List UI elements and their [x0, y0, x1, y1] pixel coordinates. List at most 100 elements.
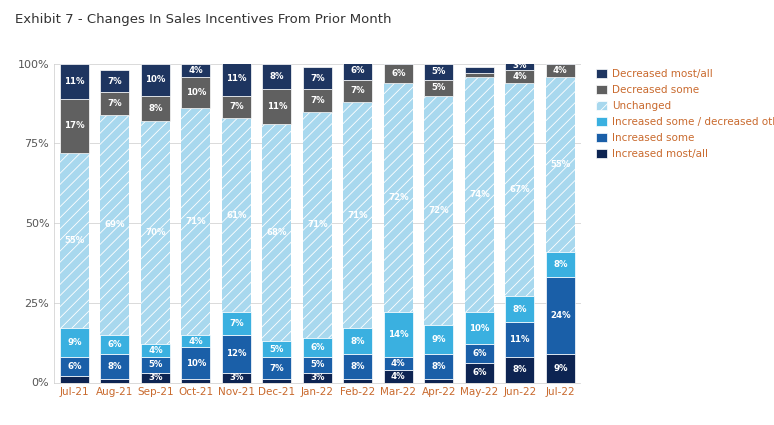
Bar — [141, 64, 170, 96]
Bar — [141, 344, 170, 357]
Bar — [101, 70, 129, 93]
Text: 11%: 11% — [266, 102, 287, 111]
Bar — [464, 312, 494, 344]
Text: 5%: 5% — [432, 83, 446, 92]
Bar — [60, 153, 89, 328]
Text: 7%: 7% — [108, 99, 122, 108]
Bar — [343, 328, 372, 354]
Legend: Decreased most/all, Decreased some, Unchanged, Increased some / decreased others: Decreased most/all, Decreased some, Unch… — [596, 69, 774, 159]
Text: 8%: 8% — [269, 72, 284, 81]
Text: 4%: 4% — [148, 346, 163, 355]
Bar — [424, 325, 454, 354]
Bar — [60, 357, 89, 376]
Text: 72%: 72% — [429, 206, 449, 215]
Text: 71%: 71% — [186, 217, 206, 226]
Bar — [505, 83, 534, 297]
Text: 70%: 70% — [146, 228, 166, 237]
Bar — [141, 357, 170, 373]
Text: 7%: 7% — [229, 102, 244, 111]
Text: 10%: 10% — [186, 359, 206, 368]
Text: 11%: 11% — [64, 77, 84, 86]
Bar — [181, 108, 211, 335]
Bar — [424, 380, 454, 383]
Bar — [464, 76, 494, 312]
Text: 9%: 9% — [67, 338, 82, 347]
Bar — [546, 252, 575, 278]
Text: 6%: 6% — [391, 69, 406, 78]
Text: 5%: 5% — [148, 360, 163, 369]
Bar — [464, 67, 494, 74]
Bar — [546, 278, 575, 354]
Text: 4%: 4% — [512, 72, 527, 81]
Bar — [60, 99, 89, 153]
Bar — [384, 83, 413, 312]
Text: 5%: 5% — [310, 360, 324, 369]
Text: 10%: 10% — [186, 88, 206, 97]
Bar — [222, 373, 251, 382]
Text: 3%: 3% — [148, 373, 163, 382]
Text: 7%: 7% — [310, 96, 324, 105]
Text: 7%: 7% — [310, 74, 324, 82]
Bar — [141, 121, 170, 344]
Bar — [464, 74, 494, 76]
Bar — [546, 354, 575, 382]
Bar — [303, 357, 332, 373]
Text: 8%: 8% — [512, 365, 527, 374]
Text: 6%: 6% — [67, 362, 82, 371]
Text: 14%: 14% — [388, 330, 409, 339]
Bar — [343, 80, 372, 102]
Bar — [384, 64, 413, 83]
Text: 24%: 24% — [550, 311, 570, 320]
Bar — [60, 328, 89, 357]
Text: 7%: 7% — [229, 319, 244, 328]
Bar — [505, 357, 534, 382]
Bar — [262, 89, 292, 125]
Bar — [303, 338, 332, 357]
Bar — [222, 118, 251, 312]
Bar — [343, 102, 372, 328]
Text: 3%: 3% — [512, 61, 527, 70]
Bar — [262, 341, 292, 357]
Text: 8%: 8% — [432, 362, 446, 371]
Text: 4%: 4% — [391, 359, 406, 368]
Text: 8%: 8% — [351, 362, 365, 371]
Text: 6%: 6% — [108, 340, 122, 349]
Text: 9%: 9% — [553, 364, 567, 373]
Text: 72%: 72% — [388, 193, 409, 202]
Text: 6%: 6% — [472, 349, 487, 358]
Bar — [101, 93, 129, 115]
Bar — [546, 61, 575, 64]
Text: 4%: 4% — [189, 65, 204, 75]
Bar — [424, 80, 454, 96]
Bar — [141, 96, 170, 121]
Bar — [505, 322, 534, 357]
Bar — [60, 64, 89, 99]
Bar — [60, 376, 89, 382]
Bar — [181, 335, 211, 348]
Text: 71%: 71% — [348, 211, 368, 220]
Text: 5%: 5% — [391, 51, 406, 60]
Text: 61%: 61% — [226, 211, 247, 220]
Text: 7%: 7% — [108, 77, 122, 86]
Bar — [384, 370, 413, 382]
Bar — [424, 64, 454, 80]
Text: 74%: 74% — [469, 190, 490, 199]
Bar — [222, 335, 251, 373]
Text: 4%: 4% — [553, 65, 567, 75]
Text: 71%: 71% — [307, 220, 327, 229]
Bar — [262, 64, 292, 89]
Bar — [262, 125, 292, 341]
Text: 3%: 3% — [310, 373, 324, 382]
Bar — [303, 373, 332, 382]
Text: 9%: 9% — [432, 335, 446, 344]
Bar — [384, 357, 413, 370]
Bar — [181, 348, 211, 380]
Text: 12%: 12% — [226, 349, 247, 358]
Bar — [222, 61, 251, 96]
Bar — [222, 312, 251, 335]
Bar — [101, 335, 129, 354]
Text: 11%: 11% — [509, 335, 530, 344]
Bar — [424, 96, 454, 325]
Bar — [222, 96, 251, 118]
Bar — [262, 357, 292, 380]
